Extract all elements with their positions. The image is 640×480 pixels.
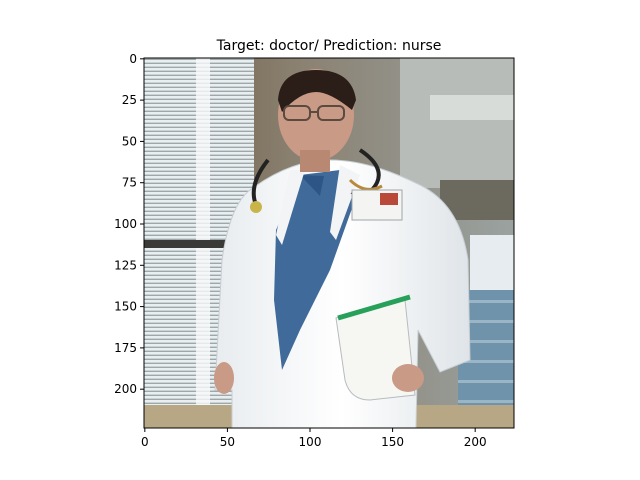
light-fixture (430, 95, 514, 120)
room-wall (400, 58, 514, 188)
x-tick-label: 200 (464, 435, 487, 449)
y-tick-label: 125 (114, 258, 137, 272)
y-tick-label: 50 (122, 134, 137, 148)
x-tick-label: 150 (381, 435, 404, 449)
x-tick-label: 0 (141, 435, 149, 449)
x-axis: 0 50 100 150 200 (141, 428, 487, 449)
chart-title: Target: doctor/ Prediction: nurse (216, 38, 442, 54)
y-tick-label: 200 (114, 382, 137, 396)
image-panel (144, 58, 514, 428)
y-tick-label: 175 (114, 341, 137, 355)
y-tick-label: 150 (114, 300, 137, 314)
doctor-figure (214, 69, 471, 428)
y-tick-label: 75 (122, 176, 137, 190)
y-axis: 0 25 50 75 100 125 150 175 200 (114, 52, 144, 396)
axes-frame (143, 57, 515, 429)
y-tick-label: 25 (122, 93, 137, 107)
window-sill (144, 240, 254, 248)
cabinet (440, 180, 514, 220)
x-tick-label: 50 (220, 435, 235, 449)
x-tick-label: 100 (299, 435, 322, 449)
y-tick-label: 100 (114, 217, 137, 231)
y-tick-label: 0 (129, 52, 137, 66)
